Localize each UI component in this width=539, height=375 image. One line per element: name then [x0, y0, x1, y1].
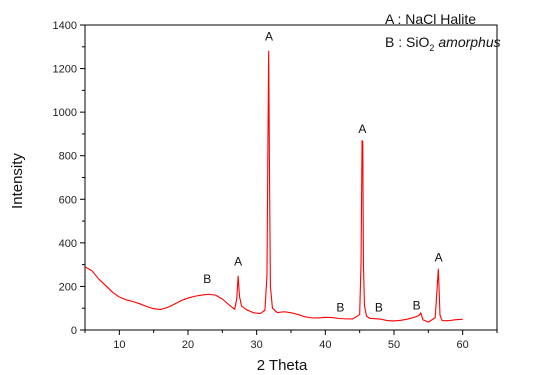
peak-label-a: A [234, 255, 242, 269]
legend-entry-b-sep: : [394, 34, 406, 50]
y-axis: 0 200 400 600 800 1000 1200 1400 [53, 20, 85, 337]
x-tick-label: 30 [251, 339, 263, 351]
x-tick-label: 60 [457, 339, 469, 351]
plot-frame [84, 24, 498, 331]
x-tick-label: 50 [388, 339, 400, 351]
legend-entry-b-key: B [385, 34, 394, 50]
y-tick-label: 0 [71, 325, 77, 337]
series-layer [84, 50, 463, 323]
y-tick-label: 800 [59, 151, 77, 163]
annotation-layer: A A A A B B B B [203, 29, 442, 314]
x-tick-label: 10 [113, 339, 125, 351]
y-tick-label: 1000 [53, 107, 77, 119]
peak-label-b: B [375, 300, 383, 314]
y-tick-label: 600 [59, 194, 77, 206]
legend: A : NaCl Halite B : SiO2 amorphus [385, 11, 501, 53]
series-line-0 [84, 50, 463, 323]
y-tick-label: 1200 [53, 64, 77, 76]
x-axis: 10 20 30 40 50 60 [84, 330, 498, 351]
legend-entry-a-text: NaCl Halite [405, 11, 476, 27]
x-tick-label: 20 [182, 339, 194, 351]
y-tick-label: 1400 [53, 20, 77, 32]
legend-entry-a-key: A [385, 11, 395, 27]
peak-label-b: B [336, 300, 344, 314]
legend-entry-a-sep: : [394, 11, 406, 27]
peak-label-b: B [413, 298, 421, 312]
plot-border [84, 24, 498, 331]
legend-entry-b-sub: 2 [429, 43, 434, 53]
peak-label-a: A [265, 29, 273, 43]
peak-label-a: A [358, 122, 366, 136]
legend-entry-a: A : NaCl Halite [385, 11, 476, 27]
peak-label-b: B [203, 272, 211, 286]
legend-entry-b-italic: amorphus [438, 34, 500, 50]
y-tick-label: 400 [59, 238, 77, 250]
peak-label-a: A [435, 250, 443, 264]
legend-entry-b-text: SiO [406, 34, 429, 50]
y-tick-label: 200 [59, 281, 77, 293]
legend-entry-b: B : SiO2 amorphus [385, 34, 501, 53]
x-tick-label: 40 [319, 339, 331, 351]
y-axis-title: Intensity [9, 153, 26, 209]
x-axis-title: 2 Theta [257, 357, 308, 374]
